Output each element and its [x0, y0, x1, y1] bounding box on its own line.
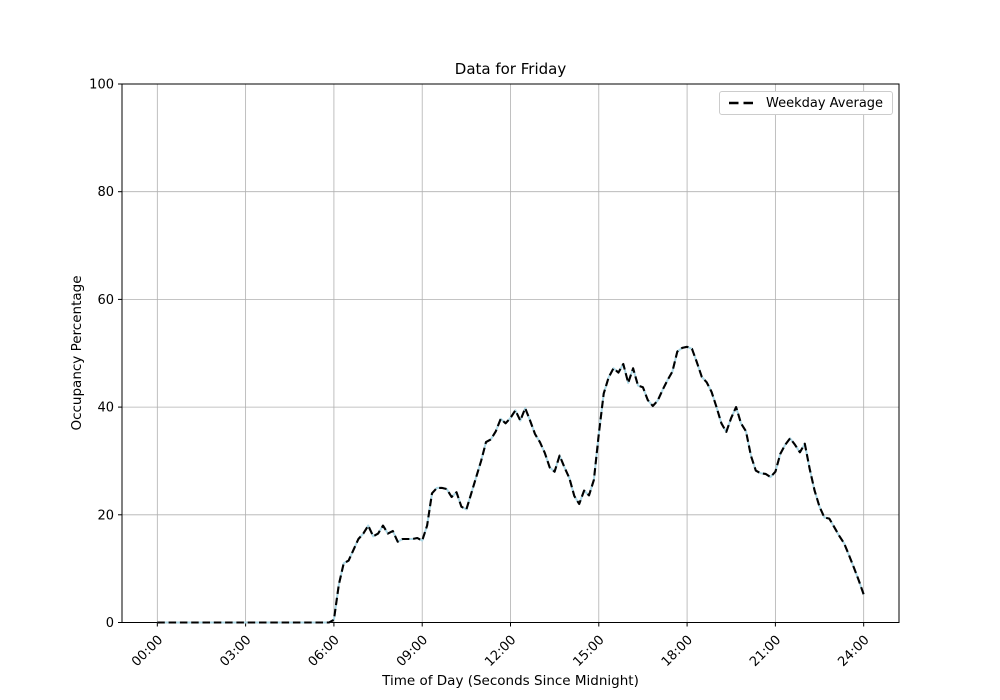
x-tick-label: 06:00 — [306, 633, 343, 670]
chart-title: Data for Friday — [454, 60, 567, 78]
x-tick-label: 00:00 — [129, 633, 166, 670]
legend-label: Weekday Average — [766, 95, 884, 111]
x-tick-label: 09:00 — [394, 633, 431, 670]
y-axis-label: Occupancy Percentage — [69, 275, 85, 431]
series-dashed-line — [157, 345, 865, 624]
y-tick-label: 20 — [97, 508, 114, 523]
y-tick-label: 60 — [97, 293, 114, 308]
x-tick-label: 24:00 — [835, 633, 872, 670]
y-tick-label: 100 — [89, 78, 114, 93]
x-tick-label: 21:00 — [747, 633, 784, 670]
y-tick-label: 80 — [97, 185, 114, 200]
x-tick-label: 12:00 — [482, 633, 519, 670]
x-tick-label: 18:00 — [659, 633, 696, 670]
legend-dashed-line-sample — [729, 101, 757, 105]
x-tick-label: 15:00 — [571, 633, 608, 670]
x-tick-label: 03:00 — [217, 633, 254, 670]
x-axis-label: Time of Day (Seconds Since Midnight) — [382, 673, 639, 689]
y-tick-label: 0 — [106, 616, 114, 631]
legend: Weekday Average — [719, 91, 893, 115]
y-tick-label: 40 — [97, 401, 114, 416]
